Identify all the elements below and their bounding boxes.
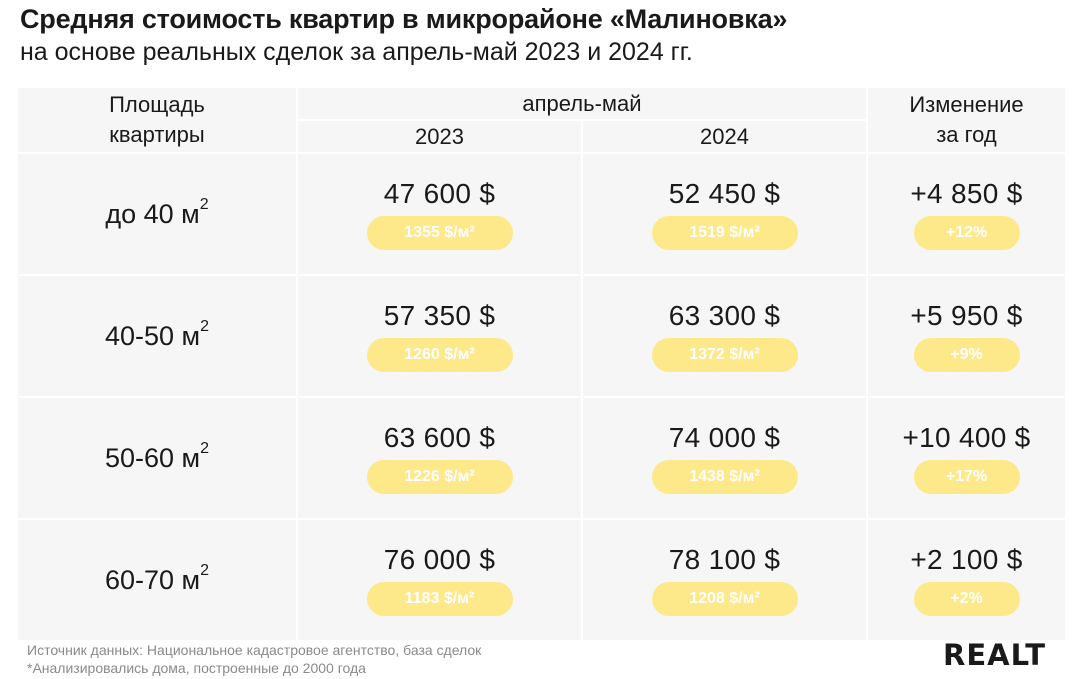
price-2024: 52 450 $ [668, 178, 781, 209]
realt-logo: REALT [943, 638, 1047, 672]
row-area-cell: 40-50 м2 [18, 276, 296, 396]
price-table: Площадь квартиры апрель-май 2023 2024 Из… [18, 88, 1065, 640]
row-change-cell: +5 950 $ +9% [868, 276, 1065, 396]
price-per-m2-badge: 1183 $/м² [366, 582, 513, 616]
price-2023: 57 350 $ [383, 300, 496, 331]
header-area-line1: Площадь [109, 92, 205, 117]
change-amount: +4 850 $ [910, 178, 1023, 209]
price-2023: 47 600 $ [383, 178, 496, 209]
change-amount: +5 950 $ [910, 300, 1023, 331]
row-area-label: 40-50 м2 [104, 317, 210, 351]
row-price-2024-cell: 74 000 $ 1438 $/м² [583, 398, 866, 518]
page-subtitle: на основе реальных сделок за апрель-май … [20, 38, 693, 66]
row-area-label: 60-70 м2 [104, 561, 210, 595]
row-area-cell: до 40 м2 [18, 154, 296, 274]
header-year-2024: 2024 [583, 121, 866, 152]
change-percent-badge: +12% [913, 216, 1020, 250]
source-note: Источник данных: Национальное кадастрово… [27, 642, 482, 658]
change-amount: +2 100 $ [910, 544, 1023, 575]
row-change-cell: +10 400 $ +17% [868, 398, 1065, 518]
price-per-m2-badge: 1355 $/м² [366, 216, 513, 250]
change-amount: +10 400 $ [902, 422, 1031, 453]
row-price-2023-cell: 63 600 $ 1226 $/м² [298, 398, 581, 518]
change-percent-badge: +2% [913, 582, 1020, 616]
header-area: Площадь квартиры [18, 88, 296, 152]
row-area-label: до 40 м2 [105, 195, 209, 229]
row-area-cell: 50-60 м2 [18, 398, 296, 518]
row-area-label: 50-60 м2 [104, 439, 210, 473]
price-2024: 74 000 $ [668, 422, 781, 453]
row-area-cell: 60-70 м2 [18, 520, 296, 640]
row-price-2023-cell: 47 600 $ 1355 $/м² [298, 154, 581, 274]
header-period: апрель-май [298, 88, 866, 119]
price-2023: 76 000 $ [383, 544, 496, 575]
page-title: Средняя стоимость квартир в микрорайоне … [20, 4, 788, 34]
price-per-m2-badge: 1260 $/м² [366, 338, 513, 372]
row-price-2024-cell: 78 100 $ 1208 $/м² [583, 520, 866, 640]
price-per-m2-badge: 1208 $/м² [651, 582, 798, 616]
price-2024: 78 100 $ [668, 544, 781, 575]
header-change-line1: Изменение [909, 92, 1024, 117]
header-change: Изменение за год [868, 88, 1065, 152]
price-2023: 63 600 $ [383, 422, 496, 453]
price-per-m2-badge: 1438 $/м² [651, 460, 798, 494]
price-per-m2-badge: 1226 $/м² [366, 460, 513, 494]
price-per-m2-badge: 1519 $/м² [651, 216, 798, 250]
row-change-cell: +4 850 $ +12% [868, 154, 1065, 274]
row-price-2024-cell: 63 300 $ 1372 $/м² [583, 276, 866, 396]
row-price-2024-cell: 52 450 $ 1519 $/м² [583, 154, 866, 274]
header-change-line2: за год [936, 122, 997, 147]
header-area-line2: квартиры [109, 122, 205, 147]
row-price-2023-cell: 57 350 $ 1260 $/м² [298, 276, 581, 396]
header-year-2023: 2023 [298, 121, 581, 152]
change-percent-badge: +17% [913, 460, 1020, 494]
price-2024: 63 300 $ [668, 300, 781, 331]
change-percent-badge: +9% [913, 338, 1020, 372]
footnote: *Анализировались дома, построенные до 20… [27, 660, 366, 676]
row-change-cell: +2 100 $ +2% [868, 520, 1065, 640]
price-per-m2-badge: 1372 $/м² [651, 338, 798, 372]
row-price-2023-cell: 76 000 $ 1183 $/м² [298, 520, 581, 640]
